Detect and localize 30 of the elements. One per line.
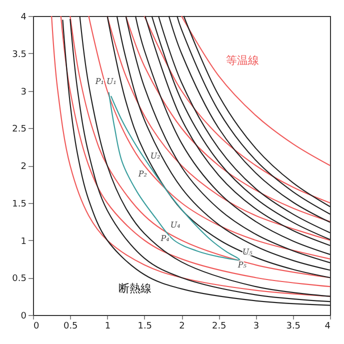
x-tick-label: 2	[179, 322, 185, 332]
y-tick-label: 3	[20, 87, 26, 98]
annotation: U₂	[150, 152, 160, 161]
x-tick-label: 0	[34, 322, 40, 332]
annotation: P₁ U₁	[94, 76, 116, 86]
annotation: 等温線	[226, 54, 260, 67]
annotation: 断熱線	[118, 282, 152, 295]
annotation: P₄	[160, 234, 170, 243]
y-tick-label: 2	[20, 162, 26, 172]
x-tick-label: 2.5	[212, 322, 226, 332]
annotation: U₄	[170, 220, 180, 230]
x-tick-label: 4	[324, 322, 331, 332]
y-tick-label: 0.5	[12, 274, 26, 284]
x-tick-label: 3	[253, 322, 260, 332]
x-tick-label: 1.5	[138, 322, 152, 332]
x-tick-label: 3.5	[286, 322, 301, 332]
y-tick-label: 2.5	[12, 124, 26, 135]
y-tick-label: 0	[20, 312, 27, 322]
y-tick-label: 4	[20, 12, 27, 22]
y-tick-label: 1.5	[12, 199, 26, 210]
x-tick-label: 0.5	[63, 322, 78, 332]
x-tick-label: 1	[104, 322, 111, 332]
line-series	[180, 15, 331, 166]
annotation: P₂	[137, 170, 148, 179]
y-tick-label: 3.5	[12, 50, 26, 60]
annotation: U₅	[242, 247, 254, 256]
line-series	[108, 92, 240, 260]
annotation: P₅	[236, 260, 248, 270]
line-series	[125, 15, 331, 222]
y-tick-label: 1	[20, 236, 26, 247]
